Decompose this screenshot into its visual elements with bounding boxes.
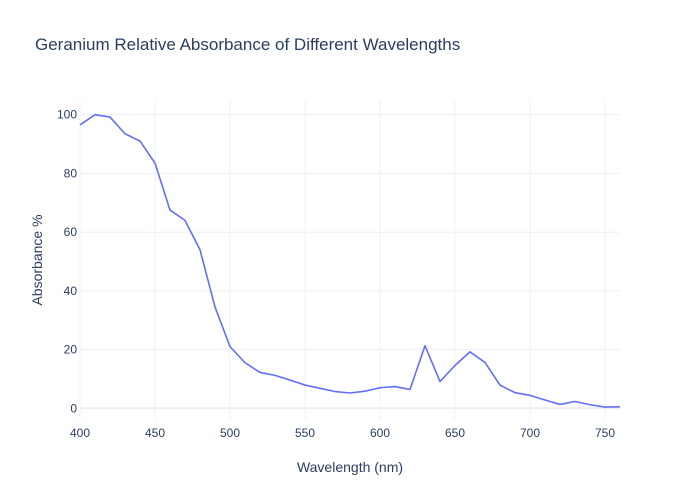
y-axis-title: Absorbance % xyxy=(29,214,45,305)
y-tick-label: 40 xyxy=(64,284,78,298)
x-tick-label: 600 xyxy=(370,426,390,440)
x-tick-label: 550 xyxy=(295,426,315,440)
chart-title: Geranium Relative Absorbance of Differen… xyxy=(35,35,460,54)
y-tick-label: 60 xyxy=(64,225,78,239)
x-axis-title: Wavelength (nm) xyxy=(297,459,403,475)
tick-layer: 400 450 500 550 600 650 700 750 0 20 40 60 80 100 xyxy=(57,108,615,440)
x-tick-label: 700 xyxy=(520,426,540,440)
series-line xyxy=(79,113,621,408)
y-tick-label: 0 xyxy=(70,401,77,415)
x-tick-label: 450 xyxy=(145,426,165,440)
grid-layer xyxy=(79,100,620,420)
x-tick-label: 500 xyxy=(220,426,240,440)
series-layer xyxy=(79,113,621,408)
x-tick-label: 750 xyxy=(595,426,615,440)
y-tick-label: 20 xyxy=(64,343,78,357)
x-tick-label: 650 xyxy=(445,426,465,440)
y-tick-label: 80 xyxy=(64,166,78,180)
x-tick-label: 400 xyxy=(70,426,90,440)
y-tick-label: 100 xyxy=(57,108,77,122)
